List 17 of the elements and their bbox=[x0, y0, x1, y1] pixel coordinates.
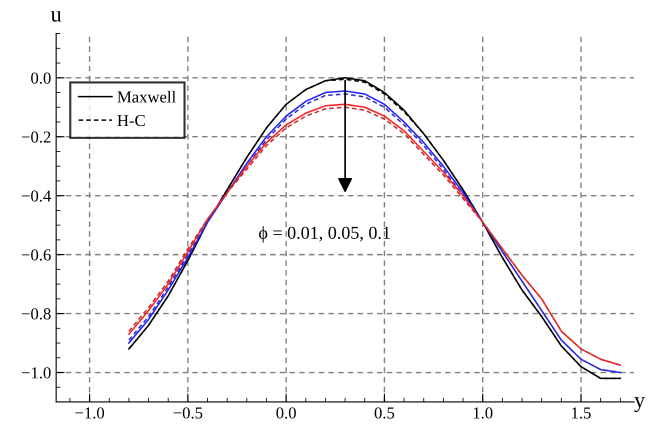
legend-label: H-C bbox=[117, 114, 145, 126]
y-tick-label: −1.0 bbox=[22, 367, 51, 379]
y-tick-label: 0.0 bbox=[31, 72, 51, 84]
y-tick-label: −0.4 bbox=[22, 190, 52, 202]
annotation: ϕ = 0.01, 0.05, 0.1 bbox=[259, 226, 390, 243]
y-tick-label: −0.8 bbox=[22, 308, 51, 320]
x-tick-label: 0.0 bbox=[276, 407, 296, 419]
x-tick-label: 1.0 bbox=[474, 407, 492, 419]
x-tick-label: −0.5 bbox=[174, 407, 202, 419]
x-axis-title: y bbox=[634, 397, 646, 412]
y-tick-label: −0.2 bbox=[22, 131, 50, 143]
y-tick-label: −0.6 bbox=[22, 249, 51, 261]
x-tick-label: −1.0 bbox=[75, 407, 104, 419]
legend-label: Maxwell bbox=[117, 90, 176, 103]
x-tick-label: 0.5 bbox=[374, 407, 394, 419]
y-axis-title: u bbox=[50, 11, 62, 22]
x-tick-label: 1.5 bbox=[572, 407, 591, 419]
